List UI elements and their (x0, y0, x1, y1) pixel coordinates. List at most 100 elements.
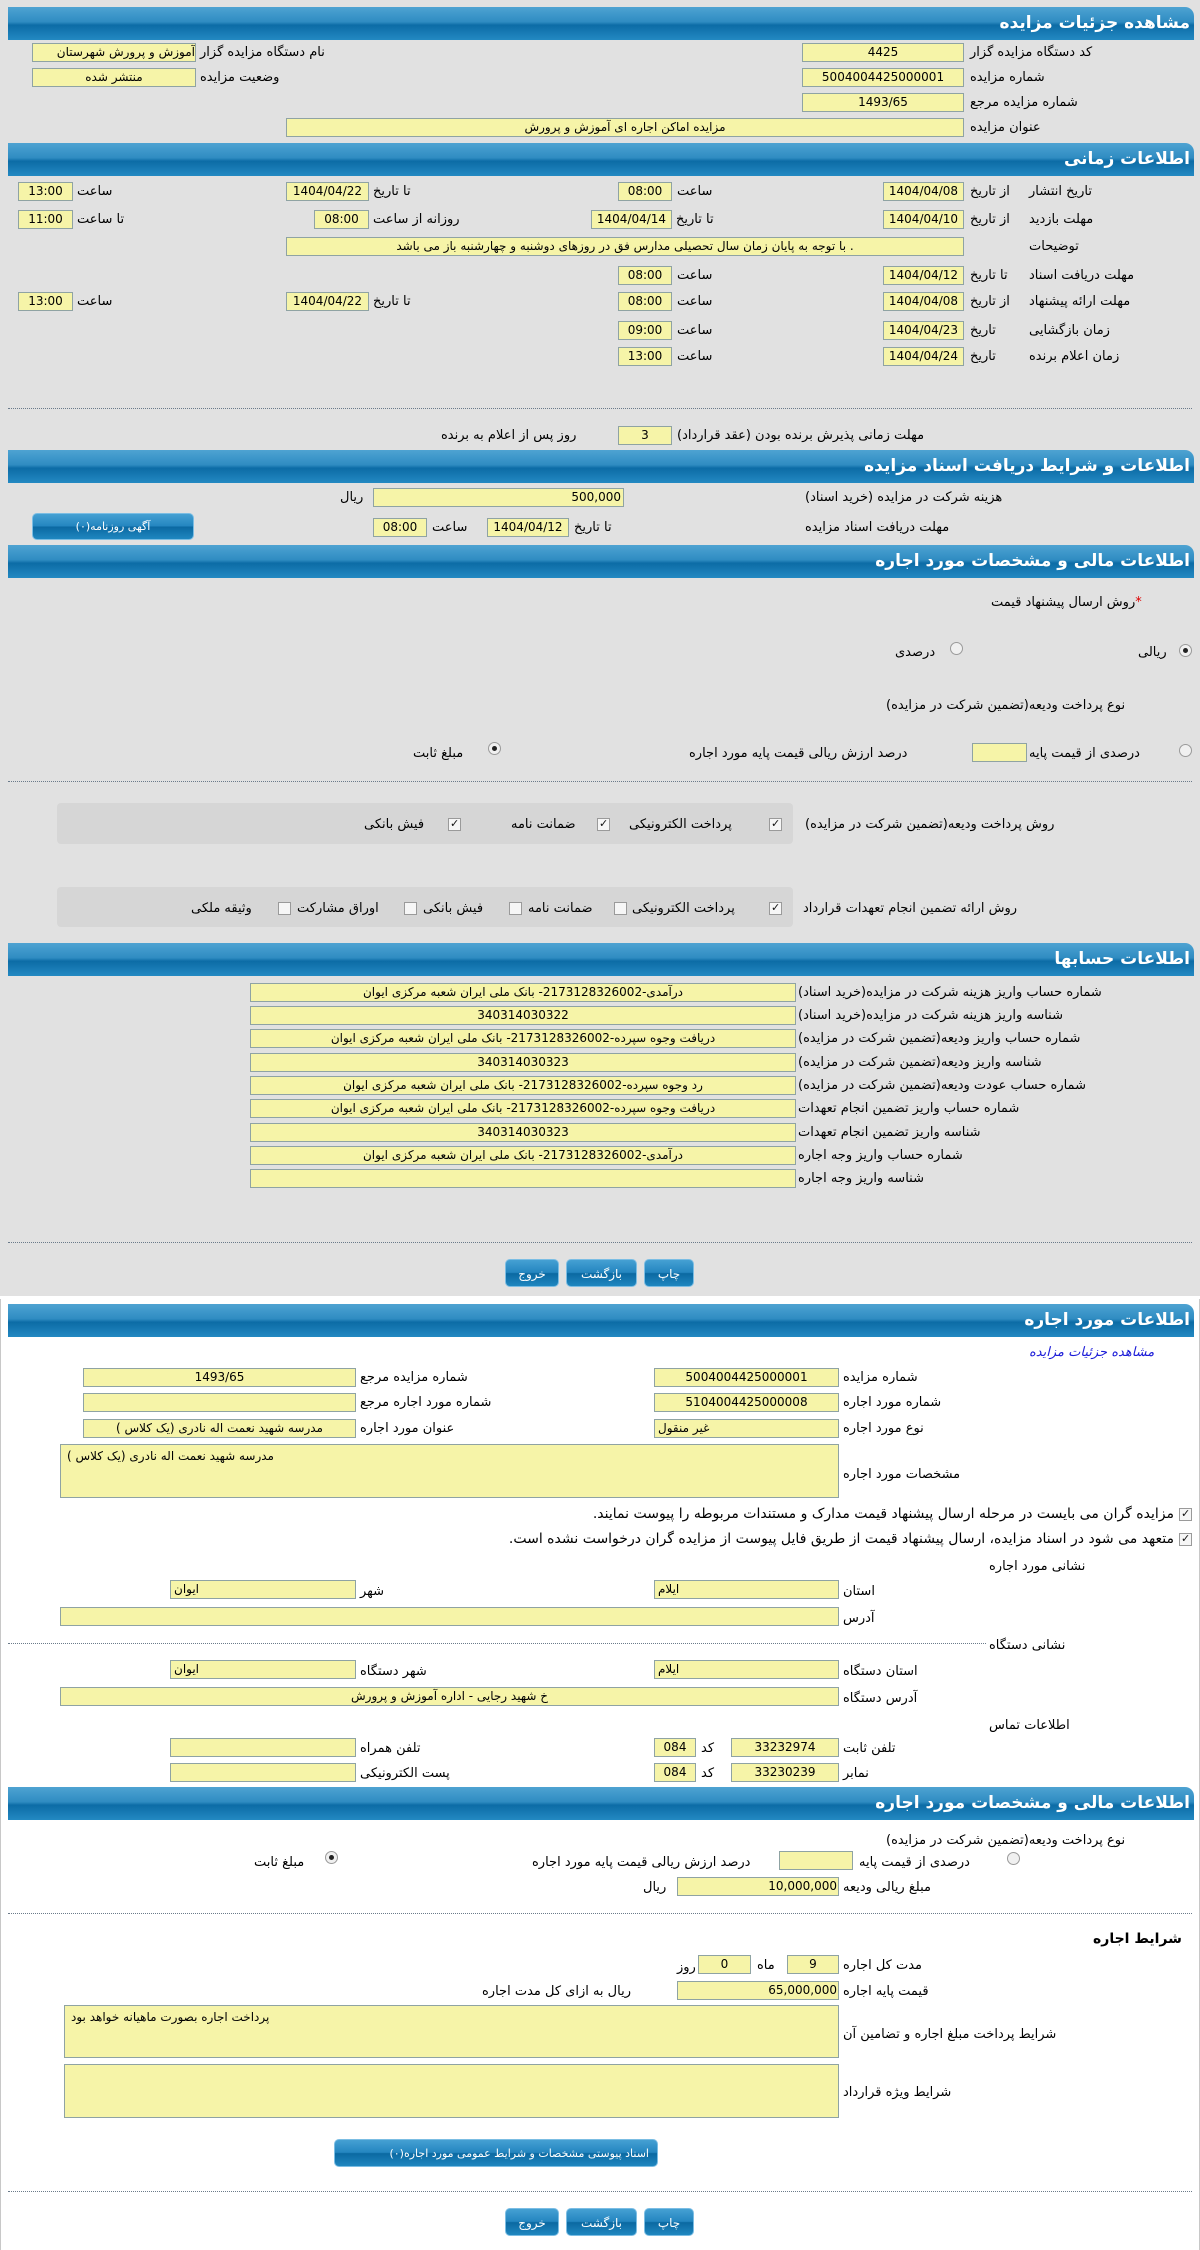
fax-field[interactable]: 33230239 (731, 1763, 839, 1782)
guarantee-electronic-checkbox[interactable] (769, 901, 782, 915)
account-field[interactable] (250, 1169, 796, 1188)
base-price-field[interactable]: 65,000,000 (677, 1981, 839, 2000)
fee-field[interactable]: 500,000 (373, 488, 624, 507)
offer-to-time-field[interactable]: 13:00 (18, 292, 73, 311)
offer-from-time-field[interactable]: 08:00 (618, 292, 672, 311)
price-method-rial-radio[interactable] (1179, 644, 1192, 657)
lease-item-title-field[interactable]: مدرسه شهید نعمت اله نادری (یک کلاس ) (83, 1419, 356, 1438)
deposit-percent-suffix: درصد ارزش ریالی قیمت پایه مورد اجاره (689, 746, 908, 761)
email-field[interactable] (170, 1763, 356, 1782)
auction-number-field[interactable]: 5004004425000001 (802, 68, 964, 87)
province-field[interactable]: ایلام (654, 1580, 839, 1599)
deposit-percent-radio[interactable] (1179, 744, 1192, 757)
from-date-label: از تاریخ (970, 184, 1010, 199)
address-field[interactable] (60, 1607, 839, 1626)
print-button[interactable]: چاپ (644, 1259, 694, 1287)
winner-date-field[interactable]: 1404/04/24 (883, 347, 964, 366)
account-field[interactable]: درآمدی-2173128326002- بانک ملی ایران شعب… (250, 1146, 796, 1165)
publish-to-time-field[interactable]: 13:00 (18, 182, 73, 201)
lease-item-ref-field[interactable] (83, 1393, 356, 1412)
back-button[interactable]: بازگشت (566, 1259, 637, 1287)
docs-to-time-field[interactable]: 08:00 (618, 266, 672, 285)
reference-number-field[interactable]: 1493/65 (802, 93, 964, 112)
phone-label: تلفن ثابت (843, 1741, 896, 1756)
newspaper-ad-button[interactable]: آگهی روزنامه(۰) (32, 513, 194, 540)
account-field[interactable]: رد وجوه سپرده-2173128326002- بانک ملی ای… (250, 1076, 796, 1095)
visit-daily-to-field[interactable]: 11:00 (18, 210, 73, 229)
winner-announce-label: زمان اعلام برنده (1029, 349, 1120, 364)
account-field[interactable]: دریافت وجوه سپرده-2173128326002- بانک مل… (250, 1029, 796, 1048)
deposit-pay-electronic-checkbox[interactable] (769, 817, 782, 831)
deposit-pay-bank-slip-checkbox[interactable] (448, 817, 461, 831)
publish-from-time-field[interactable]: 08:00 (618, 182, 672, 201)
account-field[interactable]: 340314030322 (250, 1006, 796, 1025)
account-field[interactable]: 340314030323 (250, 1123, 796, 1142)
publish-from-date-field[interactable]: 1404/04/08 (883, 182, 964, 201)
lease-auction-number-field[interactable]: 5004004425000001 (654, 1368, 839, 1387)
docs-deadline-time-field[interactable]: 08:00 (373, 518, 427, 537)
acceptance-days-field[interactable]: 3 (618, 426, 672, 445)
to-date-label: تا تاریخ (373, 184, 411, 199)
exit-button[interactable]: خروج (505, 2208, 559, 2236)
auction-details-link[interactable]: مشاهده جزئیات مزایده (1029, 1345, 1155, 1360)
account-field[interactable]: 340314030323 (250, 1053, 796, 1072)
deposit-percent-field[interactable] (972, 743, 1027, 762)
duration-days-field[interactable]: 0 (698, 1955, 751, 1974)
guarantee-bank-slip-checkbox[interactable] (509, 902, 522, 915)
org-code-field[interactable]: 4425 (802, 43, 964, 62)
deposit-pay-guarantee-checkbox[interactable] (597, 817, 610, 831)
deposit-fixed-label: مبلغ ثابت (413, 746, 464, 761)
account-label: شناسه واریز وجه اجاره (798, 1171, 924, 1186)
account-field[interactable]: دریافت وجوه سپرده-2173128326002- بانک مل… (250, 1099, 796, 1118)
account-field[interactable]: درآمدی-2173128326002- بانک ملی ایران شعب… (250, 983, 796, 1002)
lease-deposit-fixed-radio[interactable] (325, 1851, 338, 1864)
offer-to-date-field[interactable]: 1404/04/22 (286, 292, 369, 311)
lease-deposit-percent-radio[interactable] (1007, 1852, 1020, 1865)
docs-to-date-field[interactable]: 1404/04/12 (883, 266, 964, 285)
to-date-label: تا تاریخ (970, 268, 1008, 283)
lease-ref-number-field[interactable]: 1493/65 (83, 1368, 356, 1387)
fax-code-field[interactable]: 084 (654, 1763, 696, 1782)
back-button[interactable]: بازگشت (566, 2208, 637, 2236)
winner-time-field[interactable]: 13:00 (618, 347, 672, 366)
lease-item-type-field[interactable]: غیر منقول (654, 1419, 839, 1438)
opening-date-field[interactable]: 1404/04/23 (883, 321, 964, 340)
notes-field[interactable]: . با توجه به پایان زمان سال تحصیلی مدارس… (286, 237, 964, 256)
guarantee-property-checkbox[interactable] (278, 902, 291, 915)
deposit-pay-guarantee-label: ضمانت نامه (511, 817, 576, 832)
auction-status-field[interactable]: منتشر شده (32, 68, 196, 87)
offer-from-date-field[interactable]: 1404/04/08 (883, 292, 964, 311)
visit-daily-from-field[interactable]: 08:00 (314, 210, 369, 229)
guarantee-bonds-checkbox[interactable] (404, 902, 417, 915)
exit-button[interactable]: خروج (505, 1259, 559, 1287)
notice-no-file-checkbox[interactable] (1179, 1532, 1192, 1546)
lease-item-number-field[interactable]: 5104004425000008 (654, 1393, 839, 1412)
auction-subject-field[interactable]: مزایده اماکن اجاره ای آموزش و پرورش (286, 118, 964, 137)
lease-deposit-percent-field[interactable] (779, 1851, 853, 1870)
special-terms-textarea[interactable] (64, 2064, 839, 2118)
org-name-field[interactable]: آموزش و پرورش شهرستان (32, 43, 196, 62)
city-field[interactable]: ایوان (170, 1580, 356, 1599)
lease-spec-textarea[interactable]: مدرسه شهید نعمت اله نادری (یک کلاس ) (60, 1444, 839, 1498)
mobile-field[interactable] (170, 1738, 356, 1757)
visit-from-date-field[interactable]: 1404/04/10 (883, 210, 964, 229)
publish-to-date-field[interactable]: 1404/04/22 (286, 182, 369, 201)
attachments-button[interactable]: اسناد پیوستی مشخصات و شرایط عمومی مورد ا… (334, 2139, 658, 2167)
guarantee-letter-checkbox[interactable] (614, 902, 627, 915)
price-method-percent-radio[interactable] (950, 642, 963, 655)
org-address-field[interactable]: خ شهید رجایی - اداره آموزش و پرورش (60, 1687, 839, 1706)
time-label: ساعت (432, 520, 468, 535)
org-city-field[interactable]: ایوان (170, 1660, 356, 1679)
notice-attach-docs-checkbox[interactable] (1179, 1507, 1192, 1521)
org-province-field[interactable]: ایلام (654, 1660, 839, 1679)
visit-to-date-field[interactable]: 1404/04/14 (591, 210, 672, 229)
deposit-fixed-radio[interactable] (488, 742, 501, 755)
phone-code-field[interactable]: 084 (654, 1738, 696, 1757)
opening-time-field[interactable]: 09:00 (618, 321, 672, 340)
duration-months-field[interactable]: 9 (787, 1955, 839, 1974)
payment-terms-textarea[interactable]: پرداخت اجاره بصورت ماهیانه خواهد بود (64, 2005, 839, 2058)
deposit-amount-field[interactable]: 10,000,000 (677, 1877, 839, 1896)
phone-field[interactable]: 33232974 (731, 1738, 839, 1757)
print-button[interactable]: چاپ (644, 2208, 694, 2236)
docs-deadline-date-field[interactable]: 1404/04/12 (487, 518, 569, 537)
